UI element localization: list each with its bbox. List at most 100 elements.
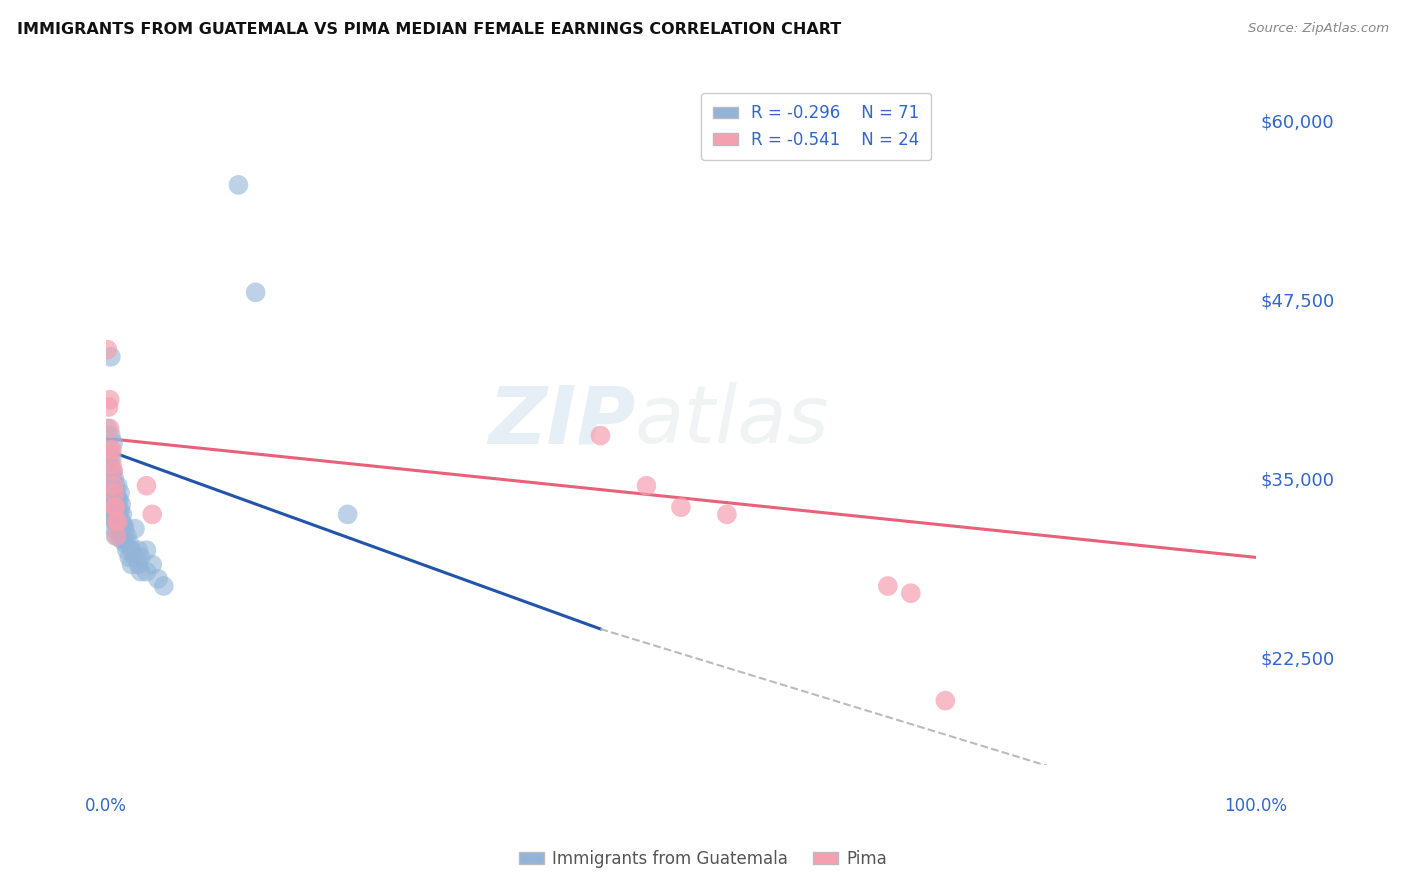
Point bbox=[669, 500, 692, 515]
Point bbox=[104, 529, 127, 543]
Point bbox=[97, 508, 120, 522]
Point bbox=[103, 486, 125, 500]
Point bbox=[104, 497, 127, 511]
Point bbox=[245, 285, 267, 300]
Point bbox=[97, 479, 120, 493]
Point bbox=[101, 472, 124, 486]
Point bbox=[114, 536, 136, 550]
Point bbox=[101, 508, 124, 522]
Point bbox=[98, 468, 121, 483]
Point bbox=[107, 515, 129, 529]
Point bbox=[101, 464, 124, 478]
Point bbox=[108, 526, 131, 541]
Point bbox=[97, 472, 120, 486]
Point bbox=[135, 543, 157, 558]
Point bbox=[146, 572, 169, 586]
Point bbox=[98, 457, 121, 471]
Point bbox=[101, 442, 124, 457]
Point bbox=[135, 565, 157, 579]
Point bbox=[103, 486, 125, 500]
Point bbox=[124, 522, 146, 536]
Point bbox=[96, 343, 118, 357]
Point bbox=[101, 486, 124, 500]
Point bbox=[108, 493, 131, 508]
Point bbox=[103, 522, 125, 536]
Point bbox=[103, 472, 125, 486]
Point bbox=[114, 522, 136, 536]
Point bbox=[127, 558, 149, 572]
Point bbox=[152, 579, 174, 593]
Point bbox=[104, 500, 127, 515]
Point bbox=[105, 517, 128, 532]
Point bbox=[97, 442, 120, 457]
Point bbox=[101, 464, 124, 478]
Point bbox=[934, 693, 956, 707]
Point bbox=[115, 543, 138, 558]
Text: Source: ZipAtlas.com: Source: ZipAtlas.com bbox=[1249, 22, 1389, 36]
Point bbox=[96, 421, 118, 435]
Point bbox=[876, 579, 898, 593]
Point bbox=[103, 500, 125, 515]
Point bbox=[129, 550, 152, 565]
Point bbox=[108, 508, 131, 522]
Point bbox=[110, 497, 132, 511]
Point bbox=[124, 550, 146, 565]
Point bbox=[115, 529, 138, 543]
Point bbox=[105, 503, 128, 517]
Point bbox=[110, 532, 132, 546]
Point bbox=[105, 529, 128, 543]
Text: 0.0%: 0.0% bbox=[86, 797, 127, 814]
Point bbox=[141, 558, 163, 572]
Point bbox=[900, 586, 922, 600]
Point bbox=[121, 543, 143, 558]
Point bbox=[107, 479, 129, 493]
Point bbox=[101, 457, 124, 471]
Point bbox=[111, 522, 134, 536]
Point bbox=[118, 550, 141, 565]
Point bbox=[100, 350, 122, 364]
Point bbox=[118, 536, 141, 550]
Point bbox=[589, 428, 612, 442]
Point bbox=[98, 392, 121, 407]
Point bbox=[141, 508, 163, 522]
Point bbox=[716, 508, 738, 522]
Point bbox=[108, 503, 131, 517]
Text: atlas: atlas bbox=[636, 383, 830, 460]
Point bbox=[127, 543, 149, 558]
Point bbox=[98, 421, 121, 435]
Point bbox=[107, 493, 129, 508]
Point bbox=[101, 500, 124, 515]
Point bbox=[100, 442, 122, 457]
Legend: Immigrants from Guatemala, Pima: Immigrants from Guatemala, Pima bbox=[512, 844, 894, 875]
Point bbox=[100, 428, 122, 442]
Text: ZIP: ZIP bbox=[488, 383, 636, 460]
Point bbox=[101, 479, 124, 493]
Point bbox=[105, 489, 128, 503]
Point bbox=[121, 558, 143, 572]
Point bbox=[112, 532, 135, 546]
Point bbox=[108, 522, 131, 536]
Point bbox=[110, 515, 132, 529]
Point bbox=[98, 500, 121, 515]
Point bbox=[96, 450, 118, 464]
Point bbox=[97, 457, 120, 471]
Point bbox=[101, 435, 124, 450]
Point bbox=[636, 479, 658, 493]
Point bbox=[228, 178, 250, 192]
Point bbox=[112, 517, 135, 532]
Point bbox=[105, 515, 128, 529]
Point bbox=[129, 565, 152, 579]
Point bbox=[100, 486, 122, 500]
Point bbox=[135, 479, 157, 493]
Point bbox=[98, 486, 121, 500]
Point bbox=[107, 515, 129, 529]
Legend: R = -0.296    N = 71, R = -0.541    N = 24: R = -0.296 N = 71, R = -0.541 N = 24 bbox=[702, 93, 931, 161]
Point bbox=[101, 450, 124, 464]
Point bbox=[97, 400, 120, 414]
Point bbox=[100, 464, 122, 478]
Text: 100.0%: 100.0% bbox=[1225, 797, 1286, 814]
Point bbox=[104, 515, 127, 529]
Point bbox=[336, 508, 359, 522]
Point bbox=[96, 472, 118, 486]
Point bbox=[103, 500, 125, 515]
